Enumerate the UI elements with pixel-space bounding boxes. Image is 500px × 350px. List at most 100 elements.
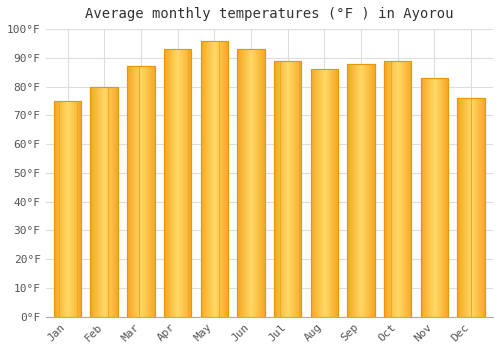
Bar <box>462 98 463 317</box>
Bar <box>102 86 103 317</box>
Bar <box>135 66 136 317</box>
Bar <box>243 49 244 317</box>
Bar <box>96 86 97 317</box>
Bar <box>332 69 334 317</box>
Bar <box>129 66 130 317</box>
Bar <box>322 69 323 317</box>
Bar <box>424 78 426 317</box>
Bar <box>274 61 301 317</box>
Bar <box>351 64 352 317</box>
Bar <box>420 78 448 317</box>
Bar <box>320 69 321 317</box>
Bar <box>458 98 485 317</box>
Bar <box>360 64 362 317</box>
Bar <box>394 61 396 317</box>
Bar <box>470 98 472 317</box>
Bar <box>403 61 404 317</box>
Bar <box>114 86 115 317</box>
Bar <box>227 41 228 317</box>
Bar <box>420 78 448 317</box>
Bar <box>286 61 287 317</box>
Bar <box>289 61 290 317</box>
Bar <box>397 61 398 317</box>
Bar <box>459 98 460 317</box>
Bar <box>398 61 399 317</box>
Bar <box>355 64 356 317</box>
Bar <box>70 101 71 317</box>
Bar <box>106 86 108 317</box>
Bar <box>110 86 112 317</box>
Bar <box>326 69 328 317</box>
Bar <box>373 64 374 317</box>
Bar <box>461 98 462 317</box>
Bar <box>145 66 146 317</box>
Bar <box>142 66 144 317</box>
Bar <box>80 101 82 317</box>
Bar <box>369 64 370 317</box>
Bar <box>405 61 406 317</box>
Bar <box>165 49 166 317</box>
Bar <box>317 69 318 317</box>
Bar <box>354 64 355 317</box>
Bar <box>428 78 429 317</box>
Bar <box>215 41 216 317</box>
Bar <box>435 78 436 317</box>
Bar <box>238 49 239 317</box>
Bar <box>400 61 401 317</box>
Bar <box>66 101 67 317</box>
Bar <box>337 69 338 317</box>
Bar <box>352 64 353 317</box>
Bar <box>222 41 224 317</box>
Bar <box>237 49 264 317</box>
Bar <box>181 49 182 317</box>
Bar <box>174 49 175 317</box>
Bar <box>54 101 82 317</box>
Bar <box>280 61 281 317</box>
Bar <box>353 64 354 317</box>
Bar <box>348 64 349 317</box>
Bar <box>472 98 474 317</box>
Bar <box>263 49 264 317</box>
Bar <box>144 66 145 317</box>
Bar <box>467 98 468 317</box>
Bar <box>316 69 317 317</box>
Bar <box>384 61 411 317</box>
Bar <box>420 78 422 317</box>
Bar <box>94 86 95 317</box>
Bar <box>260 49 261 317</box>
Bar <box>212 41 213 317</box>
Bar <box>67 101 68 317</box>
Bar <box>112 86 113 317</box>
Bar <box>256 49 257 317</box>
Bar <box>274 61 301 317</box>
Bar <box>483 98 484 317</box>
Bar <box>362 64 364 317</box>
Bar <box>296 61 298 317</box>
Bar <box>168 49 170 317</box>
Bar <box>164 49 165 317</box>
Bar <box>295 61 296 317</box>
Bar <box>368 64 369 317</box>
Bar <box>482 98 483 317</box>
Bar <box>388 61 390 317</box>
Bar <box>179 49 180 317</box>
Bar <box>140 66 141 317</box>
Bar <box>78 101 80 317</box>
Bar <box>182 49 183 317</box>
Bar <box>206 41 207 317</box>
Bar <box>444 78 445 317</box>
Bar <box>477 98 478 317</box>
Bar <box>108 86 110 317</box>
Bar <box>323 69 324 317</box>
Bar <box>210 41 211 317</box>
Bar <box>127 66 128 317</box>
Bar <box>433 78 434 317</box>
Bar <box>164 49 192 317</box>
Bar <box>149 66 150 317</box>
Bar <box>225 41 226 317</box>
Bar <box>408 61 410 317</box>
Bar <box>404 61 405 317</box>
Bar <box>90 86 118 317</box>
Bar <box>426 78 427 317</box>
Bar <box>338 69 339 317</box>
